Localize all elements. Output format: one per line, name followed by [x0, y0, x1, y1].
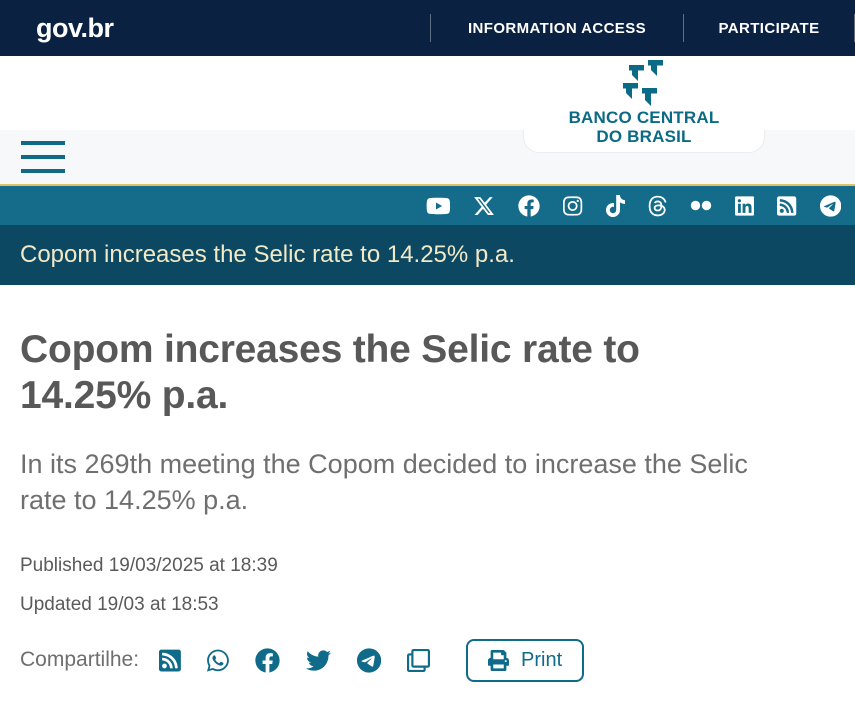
- linkedin-icon[interactable]: [735, 195, 755, 217]
- bcb-logo[interactable]: BANCO CENTRAL DO BRASIL: [523, 60, 765, 146]
- share-twitter-icon[interactable]: [305, 648, 331, 673]
- share-telegram-icon[interactable]: [356, 648, 382, 673]
- flickr-icon[interactable]: [690, 200, 712, 211]
- share-rss-icon[interactable]: [159, 648, 181, 673]
- breadcrumb: Copom increases the Selic rate to 14.25%…: [0, 225, 855, 285]
- telegram-icon[interactable]: [819, 194, 841, 217]
- divider: [683, 14, 684, 42]
- gov-top-nav: INFORMATION ACCESS PARTICIPATE: [430, 0, 855, 56]
- instagram-icon[interactable]: [563, 195, 583, 217]
- threads-icon[interactable]: [648, 195, 667, 217]
- tiktok-icon[interactable]: [605, 194, 625, 217]
- divider: [430, 14, 431, 42]
- share-label: Compartilhe:: [20, 648, 140, 672]
- govbr-logo[interactable]: gov.br: [36, 12, 114, 43]
- information-access-link[interactable]: INFORMATION ACCESS: [431, 0, 683, 56]
- print-button[interactable]: Print: [466, 638, 585, 682]
- breadcrumb-current-page: Copom increases the Selic rate to 14.25%…: [20, 241, 515, 268]
- bcb-logo-icon: [623, 60, 663, 106]
- share-icons: [159, 648, 431, 673]
- gov-top-bar: gov.br INFORMATION ACCESS PARTICIPATE: [0, 0, 855, 56]
- share-facebook-icon[interactable]: [255, 648, 280, 673]
- published-date: Published 19/03/2025 at 18:39: [20, 554, 278, 576]
- share-row: Compartilhe:: [20, 638, 835, 682]
- participate-link[interactable]: PARTICIPATE: [684, 0, 854, 56]
- social-media-bar: [0, 186, 855, 225]
- hamburger-bar: [21, 169, 65, 173]
- bcb-name: BANCO CENTRAL DO BRASIL: [568, 108, 720, 147]
- header-band: [0, 56, 855, 130]
- hamburger-bar: [21, 155, 65, 159]
- article-subtitle: In its 269th meeting the Copom decided t…: [20, 449, 748, 516]
- share-copy-icon[interactable]: [407, 648, 431, 672]
- youtube-icon[interactable]: [426, 195, 451, 217]
- hamburger-bar: [21, 141, 65, 145]
- menu-band: [0, 130, 855, 184]
- page-title: Copom increases the Selic rate to 14.25%…: [20, 328, 640, 418]
- rss-icon[interactable]: [777, 195, 797, 217]
- share-whatsapp-icon[interactable]: [206, 648, 229, 673]
- hamburger-menu-icon[interactable]: [21, 139, 65, 175]
- gold-divider: [0, 184, 855, 186]
- print-label: Print: [521, 648, 563, 671]
- facebook-icon[interactable]: [518, 194, 541, 217]
- x-twitter-icon[interactable]: [473, 195, 495, 217]
- article: Copom increases the Selic rate to 14.25%…: [0, 327, 855, 682]
- updated-date: Updated 19/03 at 18:53: [20, 593, 219, 615]
- printer-icon: [488, 649, 510, 671]
